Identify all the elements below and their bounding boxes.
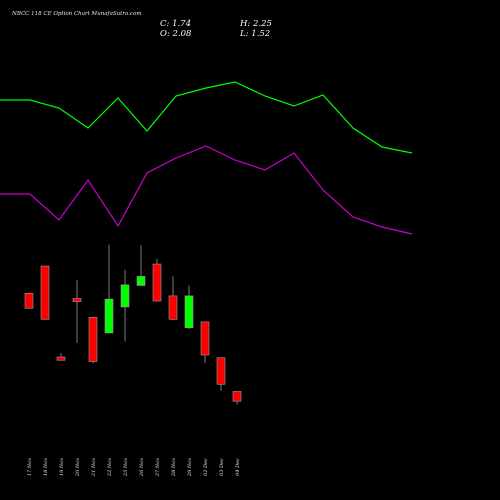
candle-04-dec [232, 391, 242, 405]
candle-body [152, 263, 162, 302]
candle-body [136, 276, 146, 286]
candle-body [104, 298, 114, 334]
candle-body [184, 295, 194, 329]
candle-body [40, 265, 50, 320]
x-tick-label: 26 Nov [139, 458, 145, 477]
chart-title: NBCC 118 CE Option Chart MunafaSutra.com [11, 11, 142, 17]
candle-body [200, 321, 210, 356]
lower-line-series [0, 145, 413, 235]
x-tick-label: 20 Nov [75, 458, 81, 477]
candle-21-nov [88, 317, 98, 364]
x-tick-label: 17 Nov [27, 458, 33, 476]
open-value: O: 2.08 [160, 29, 192, 39]
x-tick-label: 18 Nov [43, 458, 49, 476]
candle-18-nov [40, 265, 50, 320]
high-value: H: 2.25 [239, 19, 272, 29]
candle-19-nov [56, 353, 66, 361]
x-tick-label: 22 Nov [107, 458, 113, 477]
upper-line-series [0, 81, 413, 154]
candle-22-nov [104, 244, 114, 334]
x-tick-label: 03 Dec [219, 458, 225, 476]
x-tick-label: 29 Nov [187, 458, 193, 477]
candle-body [24, 292, 34, 309]
low-value: L: 1.52 [239, 29, 270, 39]
candle-body [232, 391, 242, 402]
candle-03-dec [216, 357, 226, 391]
candle-body [56, 356, 66, 361]
candle-body [168, 295, 178, 320]
candle-28-nov [168, 276, 178, 320]
x-tick-label: 28 Nov [171, 458, 177, 477]
x-tick-label: 27 Nov [155, 458, 161, 477]
candle-17-nov [24, 292, 34, 309]
candle-26-nov [136, 245, 146, 286]
candle-body [88, 317, 98, 362]
x-axis-ticks: 17 Nov 18 Nov 19 Nov 20 Nov 21 Nov 22 Nov 25 N… [27, 458, 241, 477]
candles [24, 244, 242, 405]
candle-29-nov [184, 285, 194, 330]
x-tick-label: 21 Nov [91, 458, 97, 477]
candle-20-nov [72, 280, 82, 343]
x-tick-label: 04 Dec [235, 458, 241, 476]
candle-02-dec [200, 321, 210, 363]
close-value: C: 1.74 [160, 19, 191, 29]
candle-25-nov [120, 269, 130, 342]
x-tick-label: 25 Nov [123, 458, 129, 477]
candle-body [120, 284, 130, 308]
candle-body [216, 357, 226, 385]
candle-body [72, 298, 82, 303]
x-tick-label: 02 Dec [203, 458, 209, 476]
candle-27-nov [152, 258, 162, 302]
indicator-lines [0, 81, 413, 235]
x-tick-label: 19 Nov [59, 458, 65, 476]
